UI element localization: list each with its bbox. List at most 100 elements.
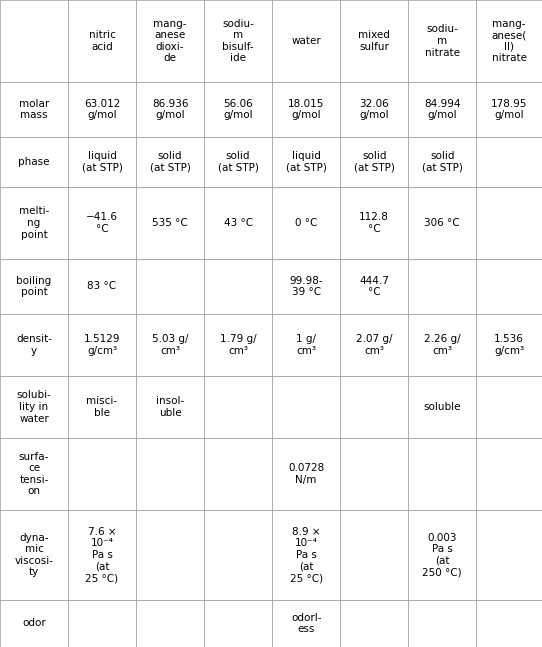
Text: 1.79 g/
cm³: 1.79 g/ cm³ <box>220 334 256 356</box>
Bar <box>68 510 136 600</box>
Text: 0 °C: 0 °C <box>295 218 318 228</box>
Bar <box>204 82 272 137</box>
Bar <box>0 376 68 438</box>
Text: 1 g/
cm³: 1 g/ cm³ <box>296 334 316 356</box>
Bar <box>408 376 476 438</box>
Bar <box>340 137 408 187</box>
Bar <box>272 314 340 376</box>
Bar <box>272 600 340 647</box>
Text: 112.8
°C: 112.8 °C <box>359 212 389 234</box>
Bar <box>476 438 542 510</box>
Bar <box>272 82 340 137</box>
Bar <box>272 438 340 510</box>
Text: 1.5129
g/cm³: 1.5129 g/cm³ <box>84 334 120 356</box>
Bar <box>204 438 272 510</box>
Bar <box>68 376 136 438</box>
Bar <box>408 510 476 600</box>
Text: nitric
acid: nitric acid <box>89 30 115 52</box>
Text: 83 °C: 83 °C <box>87 281 117 292</box>
Text: odorl-
ess: odorl- ess <box>291 613 321 634</box>
Bar <box>68 0 136 82</box>
Bar <box>204 0 272 82</box>
Bar <box>0 510 68 600</box>
Text: sodiu-
m
bisulf-
ide: sodiu- m bisulf- ide <box>222 19 254 63</box>
Text: melti-
ng
point: melti- ng point <box>19 206 49 239</box>
Text: 84.994
g/mol: 84.994 g/mol <box>424 99 461 120</box>
Bar <box>204 259 272 314</box>
Text: liquid
(at STP): liquid (at STP) <box>82 151 122 173</box>
Text: mixed
sulfur: mixed sulfur <box>358 30 390 52</box>
Text: 5.03 g/
cm³: 5.03 g/ cm³ <box>152 334 189 356</box>
Bar <box>136 376 204 438</box>
Text: soluble: soluble <box>423 402 461 412</box>
Text: odor: odor <box>22 619 46 628</box>
Bar <box>136 187 204 259</box>
Text: 8.9 ×
10⁻⁴
Pa s
(at
25 °C): 8.9 × 10⁻⁴ Pa s (at 25 °C) <box>289 527 322 583</box>
Bar <box>476 314 542 376</box>
Text: 178.95
g/mol: 178.95 g/mol <box>491 99 527 120</box>
Text: 32.06
g/mol: 32.06 g/mol <box>359 99 389 120</box>
Bar <box>340 438 408 510</box>
Bar <box>340 187 408 259</box>
Text: densit-
y: densit- y <box>16 334 52 356</box>
Text: 2.26 g/
cm³: 2.26 g/ cm³ <box>424 334 461 356</box>
Bar <box>204 187 272 259</box>
Bar <box>408 137 476 187</box>
Bar <box>204 137 272 187</box>
Text: mang-
anese(
II)
nitrate: mang- anese( II) nitrate <box>492 19 527 63</box>
Bar <box>136 314 204 376</box>
Bar <box>340 0 408 82</box>
Text: misci-
ble: misci- ble <box>87 396 118 418</box>
Text: 7.6 ×
10⁻⁴
Pa s
(at
25 °C): 7.6 × 10⁻⁴ Pa s (at 25 °C) <box>86 527 119 583</box>
Bar <box>0 314 68 376</box>
Bar <box>0 0 68 82</box>
Bar <box>68 137 136 187</box>
Bar <box>0 259 68 314</box>
Bar <box>204 510 272 600</box>
Bar <box>68 314 136 376</box>
Bar <box>0 137 68 187</box>
Text: 0.003
Pa s
(at
250 °C): 0.003 Pa s (at 250 °C) <box>422 532 462 577</box>
Bar <box>340 82 408 137</box>
Text: 18.015
g/mol: 18.015 g/mol <box>288 99 324 120</box>
Bar <box>476 0 542 82</box>
Bar <box>272 0 340 82</box>
Bar <box>136 510 204 600</box>
Bar <box>476 259 542 314</box>
Bar <box>272 376 340 438</box>
Bar <box>136 82 204 137</box>
Bar <box>136 259 204 314</box>
Text: solid
(at STP): solid (at STP) <box>354 151 395 173</box>
Bar <box>408 600 476 647</box>
Text: solid
(at STP): solid (at STP) <box>150 151 191 173</box>
Bar <box>408 0 476 82</box>
Text: 86.936
g/mol: 86.936 g/mol <box>152 99 189 120</box>
Bar <box>0 187 68 259</box>
Bar <box>272 187 340 259</box>
Text: 63.012
g/mol: 63.012 g/mol <box>84 99 120 120</box>
Bar <box>204 314 272 376</box>
Bar <box>476 137 542 187</box>
Text: 99.98-
39 °C: 99.98- 39 °C <box>289 276 323 298</box>
Bar <box>408 259 476 314</box>
Bar <box>408 314 476 376</box>
Text: phase: phase <box>18 157 50 167</box>
Bar <box>68 82 136 137</box>
Bar <box>340 510 408 600</box>
Bar <box>340 259 408 314</box>
Text: −41.6
°C: −41.6 °C <box>86 212 118 234</box>
Bar <box>68 187 136 259</box>
Text: solid
(at STP): solid (at STP) <box>218 151 259 173</box>
Text: solid
(at STP): solid (at STP) <box>422 151 463 173</box>
Text: 535 °C: 535 °C <box>152 218 188 228</box>
Text: water: water <box>291 36 321 46</box>
Text: 2.07 g/
cm³: 2.07 g/ cm³ <box>356 334 392 356</box>
Bar <box>408 438 476 510</box>
Bar <box>340 314 408 376</box>
Bar <box>272 510 340 600</box>
Bar <box>68 600 136 647</box>
Text: liquid
(at STP): liquid (at STP) <box>286 151 327 173</box>
Bar <box>476 600 542 647</box>
Bar <box>204 600 272 647</box>
Bar <box>340 376 408 438</box>
